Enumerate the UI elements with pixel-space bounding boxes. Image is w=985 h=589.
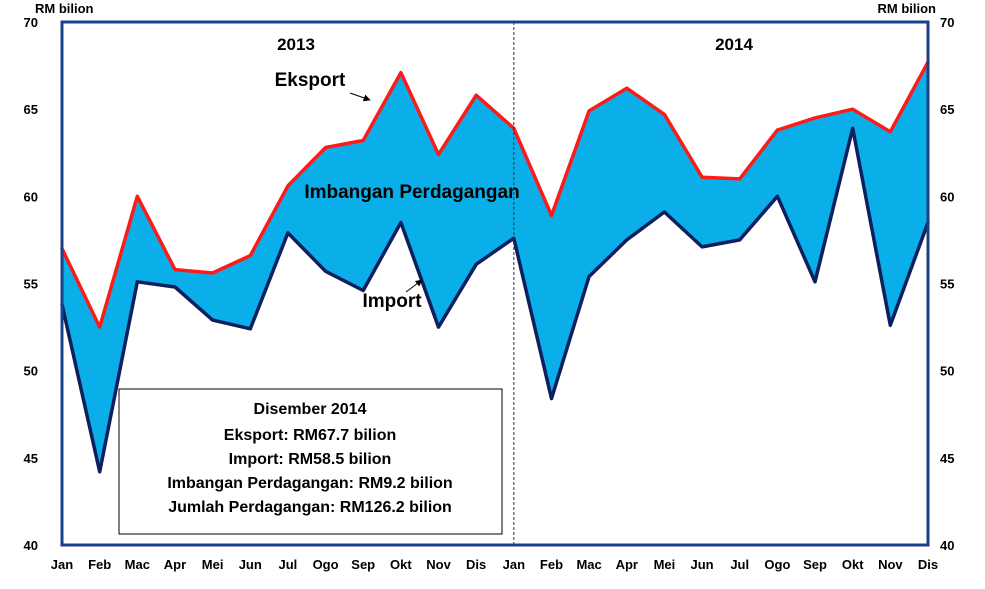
x-tick-label: Okt <box>390 557 412 572</box>
balance-fill <box>62 62 928 472</box>
y-tick-right-label: 70 <box>940 15 954 30</box>
x-tick-label: Apr <box>164 557 186 572</box>
x-tick-label: Nov <box>878 557 903 572</box>
y-unit-left: RM bilion <box>35 1 94 16</box>
x-axis: Jan Feb Mac Apr Mei Jun Jul Ogo Sep Okt Nov Dis Jan F… <box>51 557 938 572</box>
summary-jumlah: Jumlah Perdagangan: RM126.2 bilion <box>168 499 452 516</box>
series-line-import <box>60 126 930 474</box>
summary-title: Disember 2014 <box>254 401 367 418</box>
y-axis-left: 40 45 50 55 60 65 70 <box>24 15 38 553</box>
x-tick-label: Jan <box>503 557 525 572</box>
x-tick-label: Apr <box>616 557 638 572</box>
x-tick-label: Sep <box>803 557 827 572</box>
y-axis-right: 40 45 50 55 60 65 70 <box>940 15 954 553</box>
y-tick-left-label: 45 <box>24 451 38 466</box>
year-label-2013: 2013 <box>277 35 315 54</box>
trade-balance-area <box>62 62 928 472</box>
summary-box: Disember 2014 Eksport: RM67.7 bilion Imp… <box>118 388 503 535</box>
x-tick-label: Jun <box>239 557 262 572</box>
y-tick-right-label: 50 <box>940 364 954 379</box>
y-tick-right-label: 60 <box>940 189 954 204</box>
x-tick-label: Mei <box>654 557 676 572</box>
import-annotation: Import <box>362 291 422 312</box>
x-tick-label: Feb <box>88 557 111 572</box>
x-tick-label: Nov <box>426 557 451 572</box>
y-tick-right-label: 45 <box>940 451 954 466</box>
x-tick-label: Jul <box>730 557 749 572</box>
y-tick-left-label: 65 <box>24 102 38 117</box>
x-tick-label: Mac <box>125 557 150 572</box>
y-tick-left-label: 60 <box>24 189 38 204</box>
y-tick-left-label: 70 <box>24 15 38 30</box>
summary-import: Import: RM58.5 bilion <box>229 451 392 468</box>
x-tick-label: Okt <box>842 557 864 572</box>
y-tick-right-label: 65 <box>940 102 954 117</box>
y-tick-right-label: 55 <box>940 277 954 292</box>
plot-frame <box>60 20 930 547</box>
x-tick-label: Jan <box>51 557 73 572</box>
x-tick-label: Dis <box>466 557 486 572</box>
series-line-eksport <box>60 60 930 329</box>
x-tick-label: Sep <box>351 557 375 572</box>
import-arrow <box>405 279 423 293</box>
y-tick-left-label: 40 <box>24 538 38 553</box>
y-tick-left-label: 50 <box>24 364 38 379</box>
y-tick-right-label: 40 <box>940 538 954 553</box>
y-unit-right: RM bilion <box>878 1 937 16</box>
eksport-arrow <box>349 92 371 102</box>
x-tick-label: Ogo <box>764 557 790 572</box>
summary-imbangan: Imbangan Perdagangan: RM9.2 bilion <box>167 475 452 492</box>
x-tick-label: Jul <box>279 557 298 572</box>
year-label-2014: 2014 <box>715 35 753 54</box>
series-lines <box>60 60 930 474</box>
imbangan-annotation: Imbangan Perdagangan <box>304 182 519 203</box>
y-tick-left-label: 55 <box>24 277 38 292</box>
x-tick-label: Ogo <box>313 557 339 572</box>
summary-eksport: Eksport: RM67.7 bilion <box>224 427 396 444</box>
x-tick-label: Dis <box>918 557 938 572</box>
x-tick-label: Jun <box>691 557 714 572</box>
x-tick-label: Mac <box>576 557 601 572</box>
eksport-annotation: Eksport <box>275 70 346 91</box>
x-tick-label: Feb <box>540 557 563 572</box>
x-tick-label: Mei <box>202 557 224 572</box>
